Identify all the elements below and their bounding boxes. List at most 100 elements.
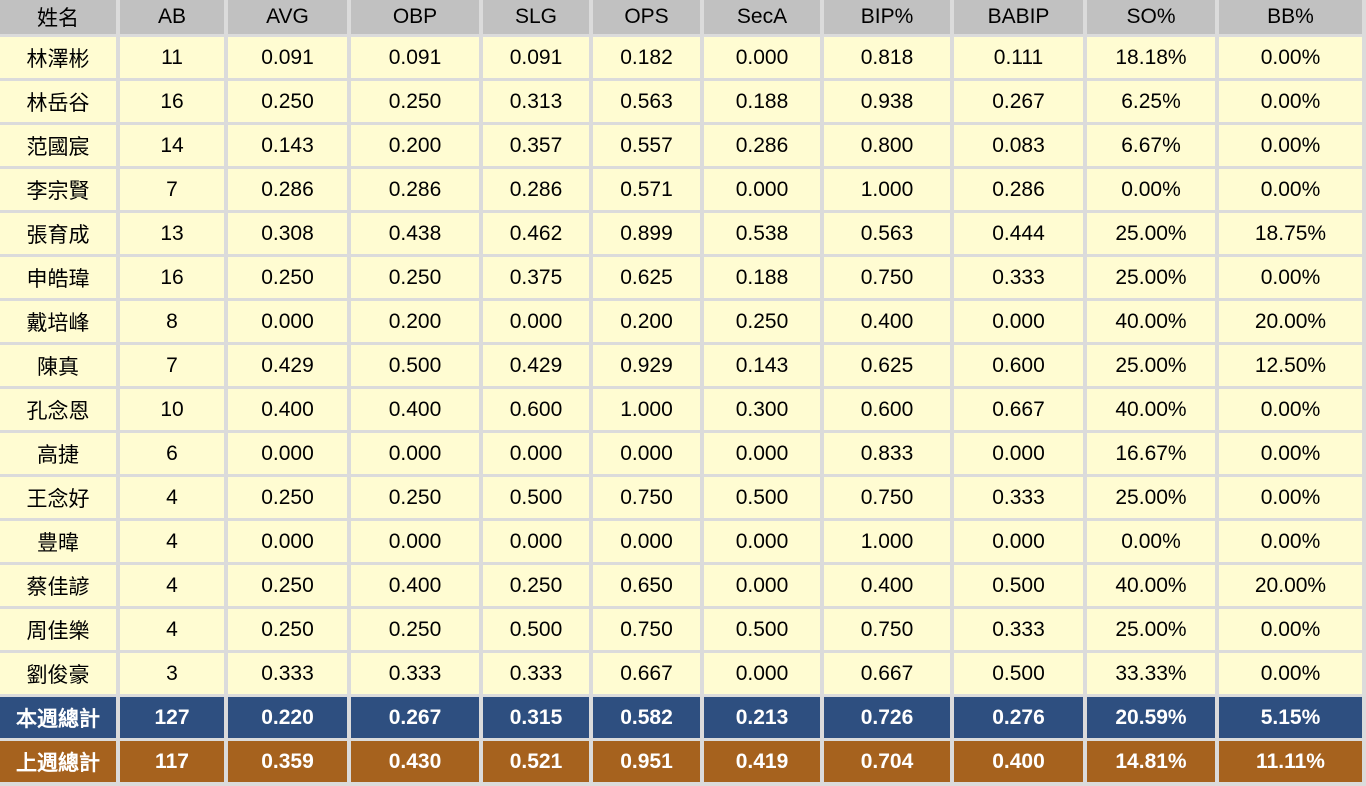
stat-cell-so-pct: 6.25% xyxy=(1087,81,1215,122)
stat-cell-ops: 0.667 xyxy=(593,653,700,694)
stat-cell-seca: 0.000 xyxy=(704,433,820,474)
stat-cell-so-pct: 40.00% xyxy=(1087,565,1215,606)
total-stat-cell-bip-pct: 0.704 xyxy=(824,741,950,782)
stat-cell-avg: 0.091 xyxy=(228,37,347,78)
total-stat-cell-bb-pct: 11.11% xyxy=(1219,741,1362,782)
stat-cell-bb-pct: 18.75% xyxy=(1219,213,1362,254)
stat-cell-seca: 0.286 xyxy=(704,125,820,166)
player-row: 高捷 6 0.000 0.000 0.000 0.000 0.000 0.833 0.000 16… xyxy=(0,433,1362,474)
stat-cell-bip-pct: 0.600 xyxy=(824,389,950,430)
stat-cell-babip: 0.333 xyxy=(954,609,1083,650)
total-stat-cell-slg: 0.521 xyxy=(483,741,589,782)
column-header-ab: AB xyxy=(120,0,224,34)
stat-cell-bb-pct: 0.00% xyxy=(1219,477,1362,518)
stat-cell-so-pct: 40.00% xyxy=(1087,389,1215,430)
player-row: 周佳樂 4 0.250 0.250 0.500 0.750 0.500 0.750 0.333 2… xyxy=(0,609,1362,650)
stat-cell-ab: 14 xyxy=(120,125,224,166)
stat-cell-avg: 0.250 xyxy=(228,609,347,650)
stat-cell-slg: 0.313 xyxy=(483,81,589,122)
stat-cell-bb-pct: 12.50% xyxy=(1219,345,1362,386)
stat-cell-ops: 0.929 xyxy=(593,345,700,386)
stat-cell-slg: 0.286 xyxy=(483,169,589,210)
header-row: 姓名 AB AVG OBP SLG OPS SecA BIP% BABIP SO% BB% xyxy=(0,0,1362,34)
player-name-cell: 豊暐 xyxy=(0,521,116,562)
stat-cell-ops: 0.650 xyxy=(593,565,700,606)
stat-cell-ab: 16 xyxy=(120,81,224,122)
total-stat-cell-obp: 0.430 xyxy=(351,741,479,782)
stat-cell-bip-pct: 0.400 xyxy=(824,301,950,342)
stat-cell-obp: 0.333 xyxy=(351,653,479,694)
player-row: 豊暐 4 0.000 0.000 0.000 0.000 0.000 1.000 0.000 0.… xyxy=(0,521,1362,562)
stat-cell-bip-pct: 0.563 xyxy=(824,213,950,254)
column-header-name: 姓名 xyxy=(0,0,116,34)
stat-cell-ops: 0.000 xyxy=(593,433,700,474)
stat-cell-avg: 0.143 xyxy=(228,125,347,166)
stat-cell-avg: 0.250 xyxy=(228,477,347,518)
stat-cell-so-pct: 25.00% xyxy=(1087,345,1215,386)
stat-cell-so-pct: 25.00% xyxy=(1087,477,1215,518)
stat-cell-avg: 0.250 xyxy=(228,565,347,606)
stat-cell-ops: 0.899 xyxy=(593,213,700,254)
stat-cell-babip: 0.333 xyxy=(954,477,1083,518)
player-row: 范國宸 14 0.143 0.200 0.357 0.557 0.286 0.800 0.083… xyxy=(0,125,1362,166)
stat-cell-avg: 0.429 xyxy=(228,345,347,386)
total-stat-cell-seca: 0.419 xyxy=(704,741,820,782)
stat-cell-slg: 0.250 xyxy=(483,565,589,606)
stat-cell-bb-pct: 0.00% xyxy=(1219,37,1362,78)
stat-cell-ab: 7 xyxy=(120,169,224,210)
player-row: 林岳谷 16 0.250 0.250 0.313 0.563 0.188 0.938 0.267… xyxy=(0,81,1362,122)
stat-cell-ab: 10 xyxy=(120,389,224,430)
stat-cell-ops: 1.000 xyxy=(593,389,700,430)
stat-cell-babip: 0.333 xyxy=(954,257,1083,298)
player-row: 戴培峰 8 0.000 0.200 0.000 0.200 0.250 0.400 0.000 4… xyxy=(0,301,1362,342)
player-name-cell: 王念好 xyxy=(0,477,116,518)
column-header-slg: SLG xyxy=(483,0,589,34)
stat-cell-bip-pct: 0.800 xyxy=(824,125,950,166)
stat-cell-ab: 3 xyxy=(120,653,224,694)
player-name-cell: 林岳谷 xyxy=(0,81,116,122)
stat-cell-bb-pct: 0.00% xyxy=(1219,257,1362,298)
stat-cell-so-pct: 33.33% xyxy=(1087,653,1215,694)
stat-cell-slg: 0.500 xyxy=(483,477,589,518)
stat-cell-ab: 11 xyxy=(120,37,224,78)
stat-cell-seca: 0.143 xyxy=(704,345,820,386)
stat-cell-ab: 4 xyxy=(120,565,224,606)
stat-cell-slg: 0.429 xyxy=(483,345,589,386)
stat-cell-ops: 0.000 xyxy=(593,521,700,562)
total-stat-cell-babip: 0.276 xyxy=(954,697,1083,738)
player-name-cell: 林澤彬 xyxy=(0,37,116,78)
player-name-cell: 孔念恩 xyxy=(0,389,116,430)
stat-cell-bb-pct: 0.00% xyxy=(1219,609,1362,650)
column-header-bb-pct: BB% xyxy=(1219,0,1362,34)
stat-cell-obp: 0.400 xyxy=(351,389,479,430)
player-name-cell: 張育成 xyxy=(0,213,116,254)
stat-cell-obp: 0.250 xyxy=(351,257,479,298)
player-name-cell: 申皓瑋 xyxy=(0,257,116,298)
stat-cell-bip-pct: 0.750 xyxy=(824,257,950,298)
stat-cell-babip: 0.083 xyxy=(954,125,1083,166)
player-name-cell: 陳真 xyxy=(0,345,116,386)
total-stat-cell-so-pct: 14.81% xyxy=(1087,741,1215,782)
stat-cell-seca: 0.300 xyxy=(704,389,820,430)
total-label-cell: 本週總計 xyxy=(0,697,116,738)
stat-cell-babip: 0.667 xyxy=(954,389,1083,430)
stat-cell-so-pct: 16.67% xyxy=(1087,433,1215,474)
stat-cell-seca: 0.188 xyxy=(704,81,820,122)
total-stat-cell-avg: 0.359 xyxy=(228,741,347,782)
stat-cell-ab: 16 xyxy=(120,257,224,298)
player-name-cell: 李宗賢 xyxy=(0,169,116,210)
column-header-ops: OPS xyxy=(593,0,700,34)
player-row: 孔念恩 10 0.400 0.400 0.600 1.000 0.300 0.600 0.667… xyxy=(0,389,1362,430)
player-rows: 林澤彬 11 0.091 0.091 0.091 0.182 0.000 0.818 0.111… xyxy=(0,37,1362,694)
stat-cell-obp: 0.250 xyxy=(351,81,479,122)
stat-cell-seca: 0.000 xyxy=(704,521,820,562)
stat-cell-obp: 0.250 xyxy=(351,609,479,650)
stat-cell-so-pct: 0.00% xyxy=(1087,169,1215,210)
total-stat-cell-seca: 0.213 xyxy=(704,697,820,738)
stat-cell-ops: 0.571 xyxy=(593,169,700,210)
stat-cell-babip: 0.444 xyxy=(954,213,1083,254)
total-stat-cell-ops: 0.951 xyxy=(593,741,700,782)
stat-cell-ab: 6 xyxy=(120,433,224,474)
stat-cell-bip-pct: 0.667 xyxy=(824,653,950,694)
